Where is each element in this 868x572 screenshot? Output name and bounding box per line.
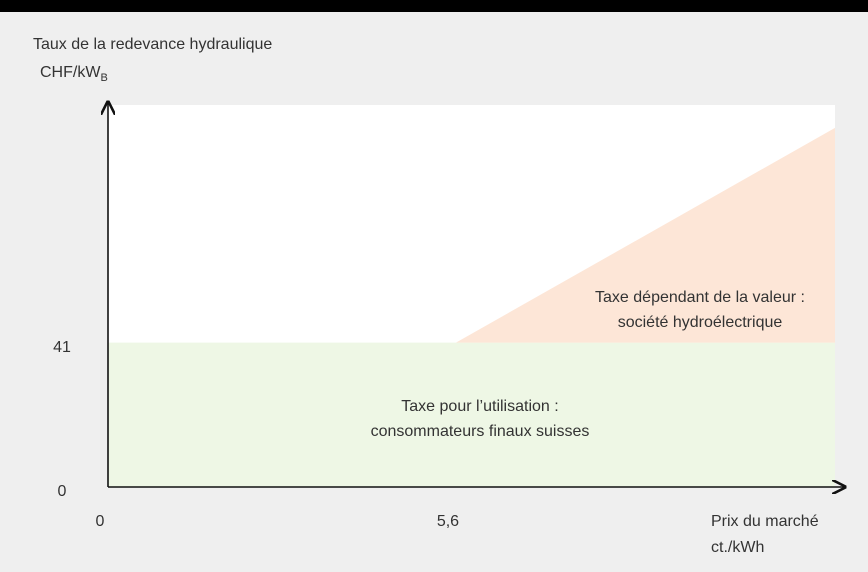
area-label: Taxe dépendant de la valeur : — [595, 289, 805, 306]
area-label: Taxe pour l’utilisation : — [401, 398, 558, 415]
x-axis-label: Prix du marché — [711, 513, 819, 530]
top-bar — [0, 0, 868, 12]
x-tick-label: 0 — [96, 513, 105, 530]
y-axis-unit: CHF/kWB — [40, 64, 108, 84]
y-axis-label: Taux de la redevance hydraulique — [33, 36, 272, 53]
area — [108, 342, 835, 487]
area — [108, 127, 835, 343]
area-label: consommateurs finaux suisses — [371, 423, 590, 440]
y-tick-label: 41 — [53, 339, 71, 356]
y-tick-label: 0 — [58, 483, 67, 500]
areas — [108, 127, 835, 487]
area-label: société hydroélectrique — [618, 314, 783, 331]
x-tick-label: 5,6 — [437, 513, 459, 530]
x-axis-unit: ct./kWh — [711, 539, 764, 556]
y-axis-unit-text: CHF/kW — [40, 64, 101, 81]
y-axis-unit-sub: B — [100, 72, 107, 84]
